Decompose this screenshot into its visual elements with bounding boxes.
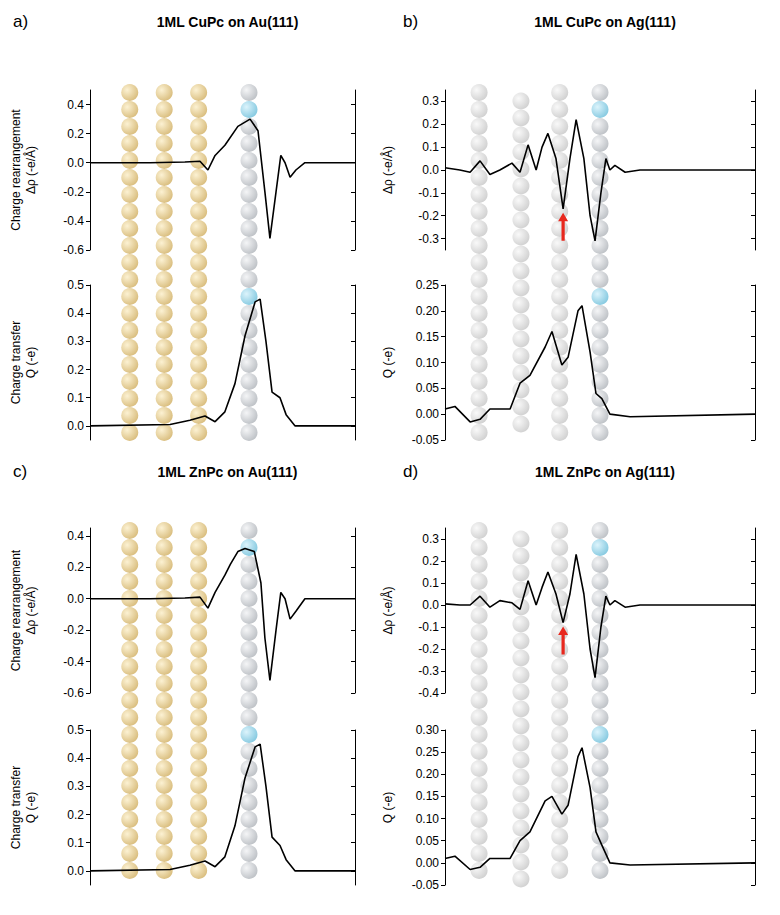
svg-text:Δρ (-e/Å): Δρ (-e/Å) [23, 586, 38, 634]
svg-text:0.2: 0.2 [67, 127, 84, 141]
svg-text:0.5: 0.5 [67, 278, 84, 292]
svg-text:0.3: 0.3 [422, 94, 439, 108]
svg-text:c): c) [13, 462, 27, 481]
svg-text:Q (-e): Q (-e) [24, 347, 38, 378]
svg-text:0.0: 0.0 [67, 419, 84, 433]
svg-text:0.1: 0.1 [67, 836, 84, 850]
svg-text:0.25: 0.25 [416, 278, 440, 292]
svg-text:0.20: 0.20 [416, 767, 440, 781]
svg-text:Δρ (-e/Å): Δρ (-e/Å) [380, 146, 395, 194]
svg-text:0.1: 0.1 [67, 391, 84, 405]
svg-text:0.25: 0.25 [416, 745, 440, 759]
svg-text:-0.6: -0.6 [63, 243, 84, 257]
svg-text:0.5: 0.5 [67, 723, 84, 737]
svg-text:d): d) [403, 462, 418, 481]
svg-text:-0.3: -0.3 [418, 664, 439, 678]
svg-text:a): a) [13, 12, 28, 31]
svg-text:-0.2: -0.2 [418, 209, 439, 223]
svg-text:0.0: 0.0 [422, 598, 439, 612]
svg-text:Δρ (-e/Å): Δρ (-e/Å) [380, 586, 395, 634]
svg-text:-0.2: -0.2 [63, 623, 84, 637]
svg-text:0.0: 0.0 [67, 864, 84, 878]
svg-text:b): b) [403, 12, 418, 31]
svg-text:0.2: 0.2 [67, 560, 84, 574]
svg-text:0.4: 0.4 [67, 98, 84, 112]
svg-text:-0.4: -0.4 [63, 655, 84, 669]
svg-text:0.2: 0.2 [67, 808, 84, 822]
svg-text:Charge rearrangement: Charge rearrangement [9, 109, 23, 231]
svg-text:Q (-e): Q (-e) [381, 347, 395, 378]
svg-text:-0.05: -0.05 [412, 433, 440, 447]
svg-text:1ML CuPc on Ag(111): 1ML CuPc on Ag(111) [534, 14, 676, 30]
svg-text:Δρ (-e/Å): Δρ (-e/Å) [23, 146, 38, 194]
svg-text:0.3: 0.3 [67, 334, 84, 348]
svg-text:0.00: 0.00 [416, 856, 440, 870]
svg-text:0.15: 0.15 [416, 330, 440, 344]
svg-text:0.0: 0.0 [422, 163, 439, 177]
svg-text:-0.1: -0.1 [418, 620, 439, 634]
svg-text:-0.3: -0.3 [418, 232, 439, 246]
svg-text:-0.2: -0.2 [63, 185, 84, 199]
svg-text:0.05: 0.05 [416, 834, 440, 848]
svg-text:1ML ZnPc on Ag(111): 1ML ZnPc on Ag(111) [535, 464, 675, 480]
svg-text:0.20: 0.20 [416, 304, 440, 318]
svg-text:0.4: 0.4 [67, 306, 84, 320]
svg-text:-0.6: -0.6 [63, 686, 84, 700]
svg-text:0.15: 0.15 [416, 789, 440, 803]
svg-text:-0.2: -0.2 [418, 642, 439, 656]
svg-text:Charge rearrangement: Charge rearrangement [9, 549, 23, 671]
svg-text:-0.05: -0.05 [412, 878, 440, 892]
svg-text:Q (-e): Q (-e) [381, 792, 395, 823]
svg-text:0.4: 0.4 [67, 529, 84, 543]
svg-text:0.3: 0.3 [422, 532, 439, 546]
svg-text:0.05: 0.05 [416, 381, 440, 395]
svg-text:0.30: 0.30 [416, 723, 440, 737]
svg-text:-0.1: -0.1 [418, 186, 439, 200]
svg-text:0.1: 0.1 [422, 140, 439, 154]
svg-text:0.4: 0.4 [67, 751, 84, 765]
svg-text:0.00: 0.00 [416, 407, 440, 421]
svg-text:Charge transfer: Charge transfer [9, 766, 23, 849]
svg-text:0.0: 0.0 [67, 592, 84, 606]
svg-text:Q (-e): Q (-e) [24, 792, 38, 823]
svg-text:0.10: 0.10 [416, 812, 440, 826]
svg-text:1ML CuPc on Au(111): 1ML CuPc on Au(111) [157, 14, 299, 30]
svg-text:0.3: 0.3 [67, 779, 84, 793]
svg-text:1ML ZnPc on Au(111): 1ML ZnPc on Au(111) [157, 464, 297, 480]
svg-text:0.0: 0.0 [67, 156, 84, 170]
svg-text:0.10: 0.10 [416, 356, 440, 370]
svg-text:0.2: 0.2 [422, 117, 439, 131]
svg-text:0.2: 0.2 [422, 554, 439, 568]
svg-text:0.2: 0.2 [67, 363, 84, 377]
svg-text:Charge transfer: Charge transfer [9, 321, 23, 404]
svg-text:-0.4: -0.4 [418, 686, 439, 700]
svg-text:0.1: 0.1 [422, 576, 439, 590]
svg-text:-0.4: -0.4 [63, 214, 84, 228]
